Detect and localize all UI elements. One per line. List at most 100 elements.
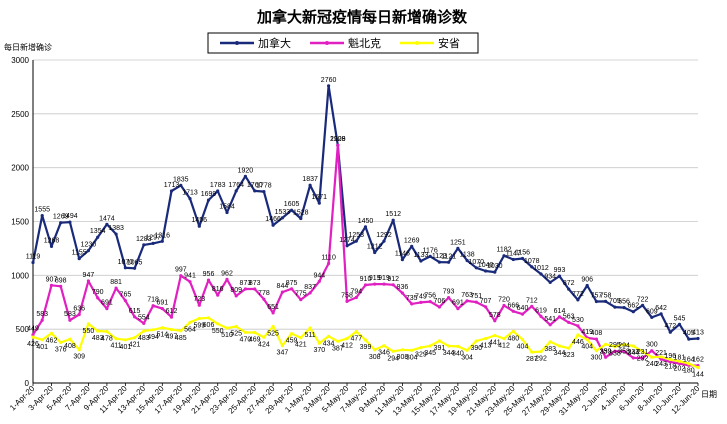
data-label-canada: 872 — [563, 280, 575, 287]
data-labels-layer: 1119155512681269149411551230135414741383… — [26, 77, 704, 379]
point-ontario — [650, 355, 654, 359]
y-tick-label: 3000 — [11, 56, 29, 65]
point-canada — [391, 218, 395, 222]
data-label-quebec: 844 — [277, 283, 289, 290]
point-quebec — [594, 337, 599, 341]
data-label-quebec: 720 — [498, 297, 510, 304]
point-quebec — [169, 315, 174, 319]
data-label-quebec: 794 — [350, 289, 362, 296]
legend-label: 安省 — [438, 36, 460, 50]
data-label-quebec: 956 — [203, 271, 215, 278]
data-label-canada: 1065 — [127, 259, 143, 266]
point-canada — [59, 221, 63, 225]
point-canada — [96, 235, 100, 239]
point-canada — [271, 223, 275, 227]
data-label-canada: 906 — [581, 277, 593, 284]
point-quebec — [216, 293, 220, 297]
data-label-ontario: 376 — [55, 347, 67, 354]
point-quebec — [576, 324, 580, 328]
point-ontario — [687, 362, 691, 366]
point-quebec — [548, 323, 552, 327]
data-label-quebec: 563 — [563, 313, 575, 320]
data-label-ontario: 304 — [406, 354, 418, 361]
point-quebec — [650, 349, 654, 353]
point-quebec — [327, 261, 331, 266]
point-canada — [299, 216, 303, 221]
point-ontario — [225, 326, 229, 330]
data-label-ontario: 399 — [360, 344, 372, 351]
data-label-quebec: 816 — [212, 286, 224, 293]
data-label-quebec: 793 — [443, 289, 455, 296]
data-label-canada: 1920 — [238, 167, 254, 174]
data-label-quebec: 583 — [36, 311, 48, 318]
point-canada — [169, 189, 174, 193]
point-canada — [363, 225, 368, 229]
data-label-canada: 1474 — [99, 215, 115, 222]
data-label-quebec: 947 — [83, 272, 95, 279]
data-label-ontario: 478 — [101, 336, 113, 343]
data-label-canada: 1671 — [312, 194, 328, 201]
data-label-canada: 1528 — [293, 210, 309, 217]
point-ontario — [133, 336, 137, 340]
point-canada — [243, 174, 247, 178]
point-canada — [262, 190, 266, 194]
data-label-quebec: 164 — [683, 356, 695, 363]
point-ontario — [557, 344, 562, 348]
data-label-canada: 1070 — [118, 259, 134, 266]
point-canada — [234, 189, 238, 193]
point-ontario — [677, 359, 682, 363]
point-canada — [133, 266, 137, 270]
data-label-ontario: 494 — [147, 334, 159, 341]
point-quebec — [225, 277, 229, 281]
data-label-ontario: 404 — [581, 344, 593, 351]
data-label-quebec: 756 — [424, 293, 436, 300]
point-quebec — [105, 307, 109, 311]
point-canada — [474, 266, 478, 270]
point-ontario — [493, 333, 497, 338]
data-label-ontario: 413 — [480, 343, 492, 350]
data-label-ontario: 426 — [27, 341, 39, 348]
data-label-ontario: 462 — [46, 337, 58, 344]
data-label-quebec: 554 — [138, 314, 150, 321]
data-label-quebec: 790 — [92, 289, 104, 296]
point-ontario — [169, 327, 174, 332]
data-label-quebec: 712 — [526, 297, 538, 304]
point-canada — [604, 299, 608, 303]
data-label-canada: 472 — [664, 323, 676, 330]
data-label-canada: 934 — [544, 273, 556, 280]
point-quebec — [557, 315, 562, 319]
axes — [32, 60, 699, 386]
point-quebec — [484, 305, 488, 309]
point-canada — [677, 322, 682, 326]
legend-marker — [325, 41, 329, 45]
data-label-ontario: 391 — [434, 345, 446, 352]
data-label-canada: 545 — [674, 315, 686, 322]
point-ontario — [280, 344, 284, 348]
point-ontario — [484, 336, 488, 341]
data-label-quebec: 1928 — [330, 136, 346, 143]
point-quebec — [530, 304, 534, 308]
data-label-canada: 662 — [627, 303, 639, 310]
point-canada — [520, 256, 525, 261]
data-label-quebec: 809 — [230, 287, 242, 294]
point-ontario — [354, 330, 358, 334]
data-label-ontario: 344 — [554, 350, 566, 357]
legend-marker — [415, 41, 419, 45]
data-label-quebec: 962 — [221, 270, 233, 277]
chart-title: 加拿大新冠疫情每日新增确诊数 — [256, 8, 468, 26]
point-canada — [197, 224, 201, 228]
point-ontario — [400, 348, 404, 352]
data-label-ontario: 338 — [609, 351, 621, 358]
point-canada — [493, 270, 497, 274]
point-canada — [142, 243, 146, 247]
data-label-canada: 772 — [572, 291, 584, 298]
data-label-ontario: 308 — [369, 354, 381, 361]
data-label-ontario: 383 — [544, 346, 556, 353]
data-label-ontario: 483 — [92, 335, 104, 342]
point-quebec — [280, 290, 284, 294]
data-label-ontario: 309 — [73, 354, 85, 361]
legend-marker — [235, 41, 239, 45]
point-canada — [105, 222, 109, 226]
data-label-canada: 1030 — [487, 263, 503, 270]
point-quebec — [437, 305, 441, 309]
